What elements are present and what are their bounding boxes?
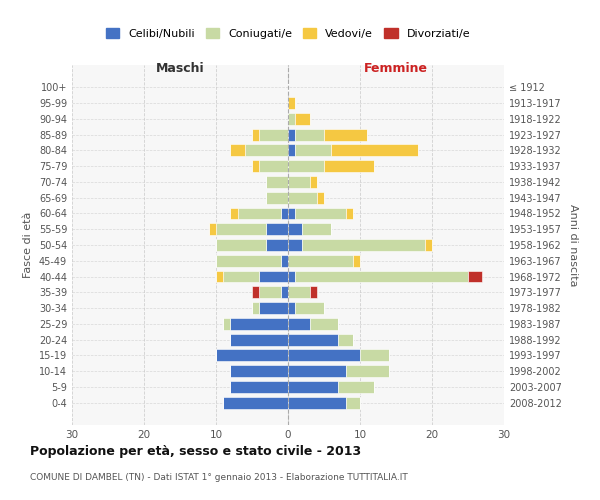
- Text: Femmine: Femmine: [364, 62, 428, 74]
- Bar: [223, 318, 230, 330]
- Bar: [288, 350, 360, 362]
- Bar: [259, 160, 288, 172]
- Bar: [223, 397, 288, 408]
- Bar: [288, 224, 302, 235]
- Bar: [216, 255, 281, 266]
- Bar: [360, 350, 389, 362]
- Bar: [288, 366, 346, 377]
- Text: Popolazione per età, sesso e stato civile - 2013: Popolazione per età, sesso e stato civil…: [30, 445, 361, 458]
- Bar: [216, 270, 223, 282]
- Text: COMUNE DI DAMBEL (TN) - Dati ISTAT 1° gennaio 2013 - Elaborazione TUTTITALIA.IT: COMUNE DI DAMBEL (TN) - Dati ISTAT 1° ge…: [30, 473, 408, 482]
- Bar: [288, 160, 324, 172]
- Bar: [252, 128, 259, 140]
- Bar: [288, 208, 295, 220]
- Bar: [216, 350, 288, 362]
- Bar: [295, 270, 468, 282]
- Text: Maschi: Maschi: [155, 62, 205, 74]
- Bar: [310, 176, 317, 188]
- Bar: [266, 239, 288, 251]
- Bar: [288, 334, 338, 345]
- Bar: [288, 286, 310, 298]
- Bar: [245, 144, 288, 156]
- Bar: [288, 144, 295, 156]
- Bar: [346, 397, 360, 408]
- Bar: [230, 366, 288, 377]
- Bar: [230, 144, 245, 156]
- Bar: [288, 176, 310, 188]
- Bar: [295, 302, 324, 314]
- Bar: [259, 286, 281, 298]
- Bar: [288, 397, 346, 408]
- Bar: [259, 302, 288, 314]
- Bar: [295, 208, 346, 220]
- Legend: Celibi/Nubili, Coniugati/e, Vedovi/e, Divorziati/e: Celibi/Nubili, Coniugati/e, Vedovi/e, Di…: [101, 24, 475, 44]
- Bar: [468, 270, 482, 282]
- Bar: [324, 128, 367, 140]
- Bar: [209, 224, 216, 235]
- Bar: [346, 366, 389, 377]
- Bar: [338, 334, 353, 345]
- Bar: [230, 208, 238, 220]
- Bar: [317, 192, 324, 203]
- Bar: [288, 192, 317, 203]
- Bar: [266, 192, 288, 203]
- Bar: [288, 318, 310, 330]
- Bar: [288, 302, 295, 314]
- Bar: [288, 128, 295, 140]
- Bar: [302, 239, 425, 251]
- Bar: [310, 286, 317, 298]
- Bar: [252, 160, 259, 172]
- Bar: [230, 318, 288, 330]
- Bar: [259, 270, 288, 282]
- Bar: [288, 255, 353, 266]
- Bar: [266, 224, 288, 235]
- Bar: [288, 97, 295, 109]
- Bar: [288, 113, 295, 124]
- Y-axis label: Fasce di età: Fasce di età: [23, 212, 33, 278]
- Bar: [338, 381, 374, 393]
- Bar: [216, 239, 266, 251]
- Bar: [230, 381, 288, 393]
- Bar: [295, 144, 331, 156]
- Bar: [230, 334, 288, 345]
- Bar: [281, 255, 288, 266]
- Bar: [425, 239, 432, 251]
- Bar: [288, 381, 338, 393]
- Bar: [310, 318, 338, 330]
- Bar: [216, 224, 266, 235]
- Bar: [295, 128, 324, 140]
- Bar: [353, 255, 360, 266]
- Bar: [238, 208, 281, 220]
- Bar: [252, 302, 259, 314]
- Bar: [288, 239, 302, 251]
- Bar: [281, 286, 288, 298]
- Bar: [302, 224, 331, 235]
- Y-axis label: Anni di nascita: Anni di nascita: [568, 204, 578, 286]
- Bar: [252, 286, 259, 298]
- Bar: [259, 128, 288, 140]
- Bar: [331, 144, 418, 156]
- Bar: [288, 270, 295, 282]
- Bar: [324, 160, 374, 172]
- Bar: [346, 208, 353, 220]
- Bar: [266, 176, 288, 188]
- Bar: [281, 208, 288, 220]
- Bar: [295, 113, 310, 124]
- Bar: [223, 270, 259, 282]
